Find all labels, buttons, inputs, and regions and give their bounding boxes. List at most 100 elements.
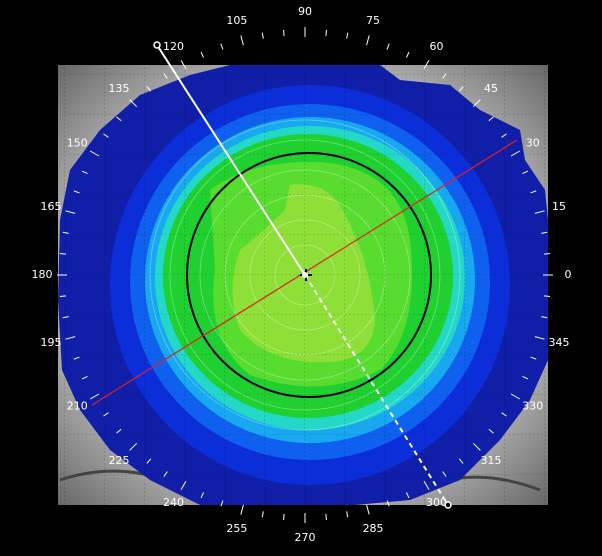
major-tick — [472, 99, 481, 108]
grid — [58, 65, 548, 505]
minor-tick — [541, 316, 548, 319]
minor-tick — [146, 458, 152, 464]
angle-label: 75 — [366, 14, 380, 27]
axis-handle — [153, 41, 161, 49]
minor-tick — [146, 86, 152, 92]
minor-tick — [442, 471, 447, 477]
minor-tick — [501, 412, 507, 417]
minor-tick — [386, 43, 390, 50]
minor-tick — [81, 170, 88, 175]
minor-tick — [346, 511, 349, 518]
minor-tick — [544, 295, 551, 297]
major-tick — [89, 393, 100, 400]
minor-tick — [73, 356, 80, 360]
major-tick — [534, 336, 545, 340]
angle-label: 300 — [426, 496, 447, 509]
minor-tick — [103, 412, 109, 417]
minor-tick — [522, 375, 529, 380]
angle-label: 165 — [40, 200, 61, 213]
angle-label: 210 — [67, 400, 88, 413]
major-tick — [240, 35, 244, 46]
angle-label: 135 — [109, 82, 130, 95]
minor-tick — [325, 514, 327, 521]
major-tick — [534, 210, 545, 214]
minor-tick — [488, 428, 494, 434]
minor-tick — [59, 295, 66, 297]
angle-label: 15 — [552, 200, 566, 213]
angle-label: 270 — [295, 531, 316, 544]
minor-tick — [458, 86, 464, 92]
angle-label: 195 — [40, 336, 61, 349]
major-tick — [366, 504, 370, 515]
minor-tick — [200, 492, 205, 499]
minor-tick — [116, 116, 122, 122]
angle-label: 105 — [226, 14, 247, 27]
minor-tick — [220, 500, 224, 507]
major-tick — [510, 150, 521, 157]
minor-tick — [81, 375, 88, 380]
angle-label: 90 — [298, 5, 312, 18]
minor-tick — [261, 32, 264, 39]
pupil-circle — [186, 152, 432, 398]
axis-white — [156, 44, 306, 276]
major-tick — [89, 150, 100, 157]
minor-tick — [163, 471, 168, 477]
minor-tick — [405, 492, 410, 499]
major-tick — [366, 35, 370, 46]
minor-tick — [283, 514, 285, 521]
angle-label: 0 — [565, 268, 572, 281]
major-tick — [240, 504, 244, 515]
angle-label: 120 — [163, 40, 184, 53]
major-tick — [65, 210, 76, 214]
minor-tick — [261, 511, 264, 518]
major-tick — [129, 442, 138, 451]
angle-label: 255 — [226, 522, 247, 535]
angle-label: 60 — [430, 40, 444, 53]
angle-label: 150 — [67, 137, 88, 150]
angle-label: 315 — [480, 454, 501, 467]
major-tick — [423, 480, 430, 491]
minor-tick — [163, 73, 168, 79]
minor-tick — [62, 316, 69, 319]
minor-tick — [73, 190, 80, 194]
minor-tick — [116, 428, 122, 434]
angle-scale: 0 15 30 45 60 75 90 105 120 135 150 165 180 195 210 225… — [32, 5, 572, 544]
major-tick — [180, 59, 187, 70]
minor-tick — [458, 458, 464, 464]
minor-tick — [325, 29, 327, 36]
minor-tick — [103, 133, 109, 138]
major-tick — [510, 393, 521, 400]
angle-label: 345 — [549, 336, 570, 349]
angle-label: 45 — [484, 82, 498, 95]
minor-tick — [522, 170, 529, 175]
minor-tick — [59, 253, 66, 255]
angle-label: 180 — [32, 268, 53, 281]
major-tick — [180, 480, 187, 491]
axis-white-dashed — [304, 274, 449, 506]
major-tick — [472, 442, 481, 451]
angle-label: 225 — [109, 454, 130, 467]
minor-tick — [62, 231, 69, 234]
minor-tick — [200, 51, 205, 58]
minor-tick — [405, 51, 410, 58]
minor-tick — [544, 253, 551, 255]
angle-label: 240 — [163, 496, 184, 509]
minor-tick — [501, 133, 507, 138]
minor-tick — [283, 29, 285, 36]
center-dot — [302, 272, 308, 278]
minor-tick — [488, 116, 494, 122]
minor-tick — [386, 500, 390, 507]
minor-tick — [220, 43, 224, 50]
minor-tick — [346, 32, 349, 39]
minor-tick — [541, 231, 548, 234]
angle-label: 30 — [526, 137, 540, 150]
angle-label: 285 — [363, 522, 384, 535]
minor-tick — [530, 356, 537, 360]
minor-tick — [530, 190, 537, 194]
major-tick — [423, 59, 430, 70]
map — [58, 65, 548, 505]
major-tick — [129, 99, 138, 108]
minor-tick — [442, 73, 447, 79]
axis-handle — [444, 501, 452, 509]
